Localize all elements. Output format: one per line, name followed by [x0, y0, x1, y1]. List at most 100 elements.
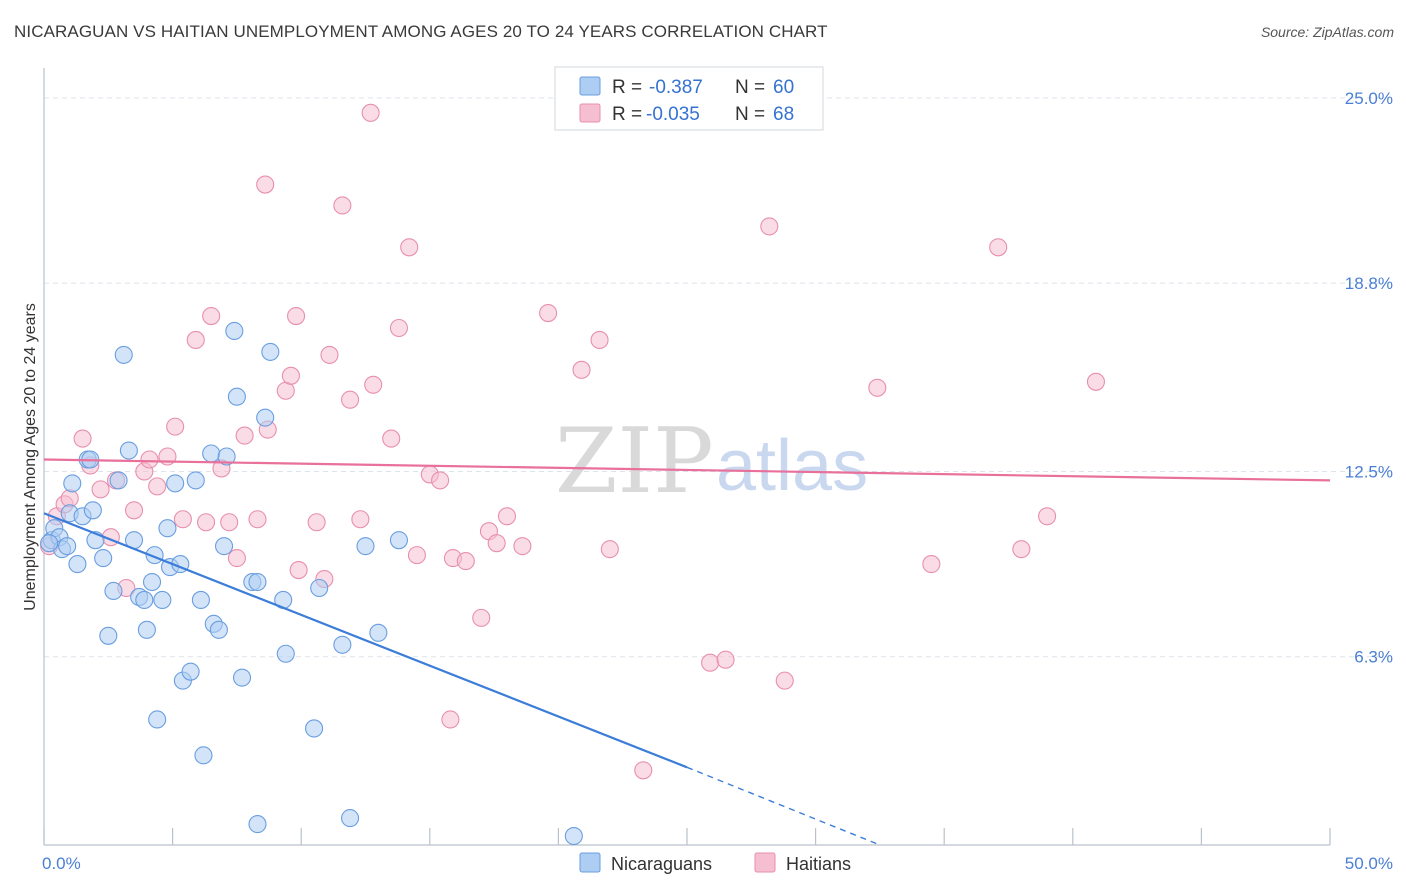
- haitians-point: [91, 480, 110, 499]
- haitians-point: [431, 471, 450, 490]
- haitians-points: [40, 103, 1105, 780]
- chart-source: Source: ZipAtlas.com: [1260, 24, 1394, 40]
- nicaraguans-point: [40, 534, 59, 553]
- nicaraguans-point: [217, 447, 236, 466]
- series-legend: Nicaraguans Haitians: [579, 852, 851, 874]
- haitians-point: [400, 238, 419, 257]
- haitians-point: [760, 217, 779, 236]
- haitians-point: [701, 653, 720, 672]
- nicaraguans-trendline-extension: [686, 766, 881, 846]
- haitians-point: [497, 507, 517, 526]
- haitians-point: [73, 429, 92, 448]
- legend-n-value-haitians: 68: [773, 104, 794, 125]
- y-tick-label: 18.8%: [1345, 274, 1393, 293]
- y-tick-label: 25.0%: [1345, 89, 1393, 108]
- legend-n-value-nicaraguans: 60: [773, 77, 794, 98]
- haitians-point: [341, 390, 360, 409]
- nicaraguans-point: [564, 826, 583, 846]
- haitians-point: [634, 761, 653, 780]
- haitians-point: [227, 549, 246, 568]
- haitians-point: [600, 540, 619, 559]
- nicaraguans-point: [119, 441, 138, 460]
- chart-title: NICARAGUAN VS HAITIAN UNEMPLOYMENT AMONG…: [14, 22, 828, 41]
- haitians-point: [320, 345, 339, 364]
- nicaraguans-point: [227, 387, 246, 406]
- nicaraguans-point: [142, 572, 162, 592]
- nicaraguans-point: [248, 572, 267, 592]
- legend-swatch-haitians: [579, 103, 601, 123]
- haitians-trendline: [43, 458, 1331, 482]
- haitians-point: [148, 477, 167, 496]
- haitians-point: [539, 304, 558, 323]
- ticks-layer: [43, 828, 1331, 845]
- haitians-point: [140, 450, 159, 469]
- nicaraguans-point: [58, 537, 77, 556]
- legend-n-label-nicaraguans: N =: [735, 77, 765, 98]
- nicaraguans-point: [68, 555, 87, 574]
- haitians-point: [173, 510, 192, 529]
- nicaraguans-point: [104, 581, 123, 601]
- haitians-point: [186, 330, 205, 350]
- grid-layer: 6.3% 12.5% 18.8% 25.0%: [44, 89, 1394, 667]
- legend-r-value-haitians: -0.035: [646, 104, 700, 125]
- haitians-point: [351, 510, 370, 529]
- nicaraguans-point: [94, 549, 113, 568]
- haitians-point: [989, 238, 1008, 257]
- bottom-legend-label-haitians: Haitians: [786, 854, 851, 874]
- nicaraguans-point: [232, 668, 252, 687]
- nicaraguans-point: [63, 474, 82, 493]
- nicaraguans-point: [214, 537, 234, 556]
- trend-layer: [43, 458, 1331, 846]
- haitians-point: [289, 561, 308, 580]
- nicaraguans-point: [225, 321, 244, 341]
- haitians-point: [572, 360, 591, 379]
- legend-n-label-haitians: N =: [735, 104, 765, 125]
- haitians-point: [441, 710, 460, 729]
- haitians-point: [196, 513, 216, 532]
- haitians-point: [487, 534, 506, 553]
- nicaraguans-point: [389, 531, 408, 550]
- nicaraguans-point: [356, 537, 375, 556]
- x-tick-label-max: 50.0%: [1345, 854, 1393, 873]
- nicaraguans-point: [186, 471, 205, 490]
- haitians-point: [124, 501, 144, 520]
- haitians-point: [1012, 540, 1031, 559]
- y-axis-title: Unemployment Among Ages 20 to 24 years: [22, 303, 39, 611]
- haitians-point: [235, 426, 254, 445]
- haitians-point: [202, 306, 221, 326]
- haitians-point: [287, 306, 306, 326]
- nicaraguans-point: [137, 620, 156, 639]
- nicaraguans-point: [166, 474, 185, 493]
- nicaraguans-point: [109, 471, 128, 490]
- haitians-point: [1086, 372, 1105, 391]
- legend-r-label-nicaraguans: R =: [612, 77, 642, 98]
- nicaraguans-point: [341, 809, 360, 828]
- haitians-point: [775, 671, 794, 690]
- haitians-point: [333, 196, 352, 215]
- bottom-legend-swatch-haitians: [754, 852, 776, 873]
- watermark-zip: ZIP: [555, 409, 714, 514]
- nicaraguans-point: [248, 815, 267, 834]
- nicaraguans-point: [135, 590, 154, 609]
- haitians-point: [513, 537, 532, 556]
- bottom-legend-swatch-nicaraguans: [579, 852, 601, 873]
- haitians-point: [472, 608, 491, 627]
- nicaraguans-point: [369, 623, 388, 642]
- nicaraguans-point: [194, 746, 213, 765]
- legend-swatch-nicaraguans: [579, 76, 601, 96]
- haitians-point: [364, 375, 383, 394]
- nicaraguans-point: [158, 519, 177, 538]
- legend-r-value-nicaraguans: -0.387: [649, 77, 703, 98]
- haitians-point: [407, 546, 426, 565]
- watermark-atlas: atlas: [716, 426, 868, 506]
- nicaraguans-points: [40, 321, 583, 846]
- nicaraguans-point: [261, 342, 280, 361]
- watermark: ZIP atlas: [555, 409, 868, 514]
- haitians-point: [220, 513, 239, 532]
- haitians-point: [361, 103, 380, 122]
- haitians-point: [307, 513, 326, 532]
- nicaraguans-point: [153, 590, 172, 609]
- haitians-point: [382, 429, 401, 448]
- nicaraguans-point: [276, 644, 295, 663]
